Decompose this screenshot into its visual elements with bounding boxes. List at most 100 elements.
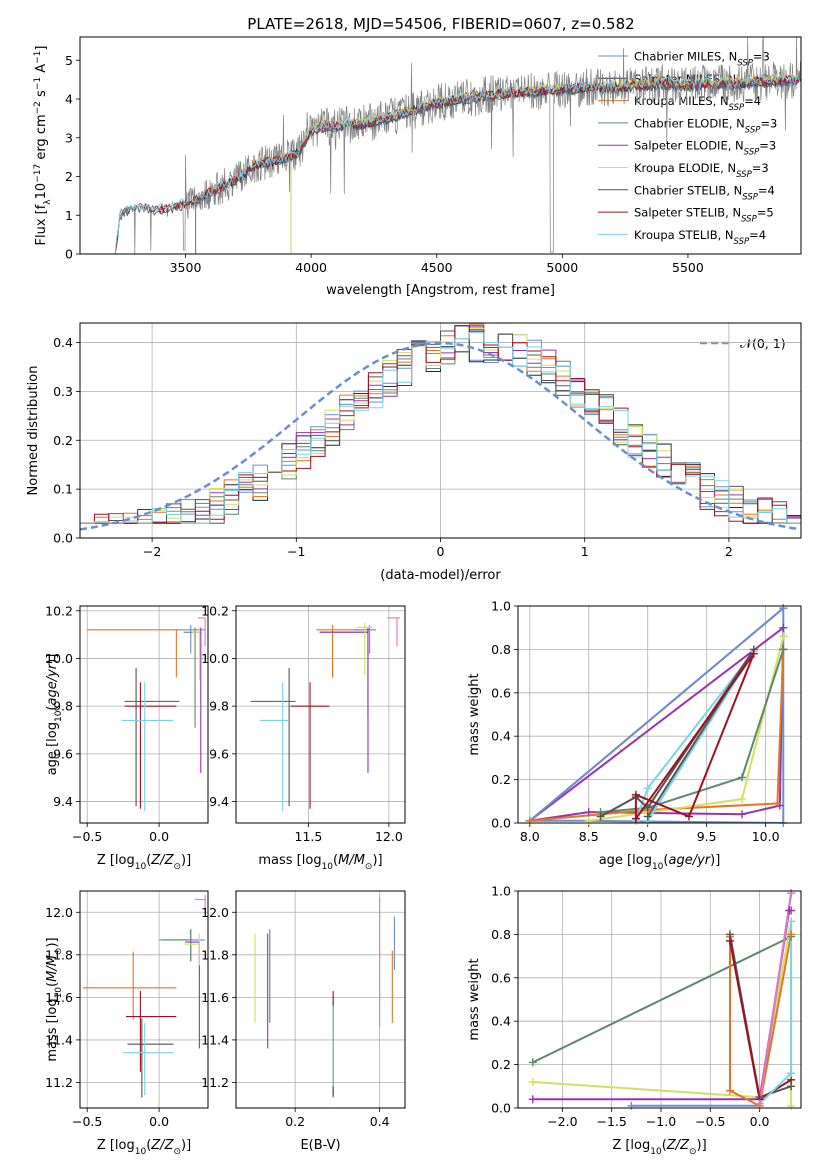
y-tick-label: 4 (65, 92, 73, 107)
weight-line (631, 893, 793, 1107)
panel-1-frame (79, 322, 802, 539)
label-part: age [log (45, 722, 60, 775)
label-part: age/yr (668, 853, 711, 868)
legend-subscript: SSP (729, 103, 745, 113)
legend-label: Kroupa ELODIE, NSSP=3 (634, 161, 769, 180)
legend-prefix: Salpeter ELODIE, N (634, 139, 744, 153)
label-part: A (34, 64, 49, 77)
label-part: )] (372, 853, 382, 868)
y-tick-label: 3 (65, 130, 73, 145)
label-part: Z/Z (150, 1138, 174, 1153)
legend-prefix: Chabrier MILES, N (634, 50, 737, 64)
y-tick-label: 5 (65, 53, 73, 68)
y-tick-label: 9.8 (53, 699, 73, 714)
y-tick-label: 1.0 (491, 599, 511, 614)
subscript: λ (43, 199, 53, 205)
legend-subscript: SSP (734, 237, 750, 247)
legend-suffix: =4 (744, 94, 761, 108)
label-part: age [log (599, 853, 652, 868)
superscript: −1 (33, 51, 43, 64)
weight-line (529, 607, 785, 823)
y-tick-label: 9.6 (53, 746, 73, 761)
weight-line (600, 649, 785, 814)
weight-line (532, 935, 792, 1064)
x-tick-label: 0.0 (750, 1114, 770, 1129)
x-tick-label: 3500 (170, 260, 202, 275)
weight-line (588, 636, 785, 822)
legend-subscript: SSP (741, 215, 757, 225)
legend-subscript: SSP (742, 192, 758, 202)
superscript: −1 (33, 77, 43, 90)
x-tick-label: 0.0 (149, 1114, 169, 1129)
label-part: )] (45, 937, 60, 947)
subscript: 10 (135, 1147, 147, 1157)
subscript: ⊙ (54, 948, 64, 956)
x-tick-label: −0.5 (72, 1114, 102, 1129)
weight-line (634, 650, 755, 822)
residual-legend: 𝒩(0, 1) (700, 336, 786, 351)
mass-weight-ylabel-4: mass weight (467, 673, 482, 755)
label-part: ( (146, 1138, 151, 1153)
y-tick-label: 0.1 (53, 482, 73, 497)
legend-prefix: Chabrier STELIB, N (634, 183, 742, 197)
x-tick-label: −1.5 (596, 1114, 626, 1129)
legend-suffix: =4 (758, 183, 775, 197)
panel-2-axes: −0.5 0.0 9.4 9.6 9.8 10.0 10.2 (45, 603, 208, 844)
x-tick-label: −2 (143, 544, 161, 559)
y-tick-label: 10.2 (45, 603, 73, 618)
residual-xlabel: (data-model)/error (380, 568, 501, 583)
y-tick-label: 1.0 (491, 884, 511, 899)
y-tick-label: 0.0 (491, 816, 511, 831)
legend-label: Kroupa MILES, NSSP=4 (634, 94, 761, 113)
label-part: Flux [f (34, 204, 49, 245)
residual-histogram (80, 332, 801, 524)
legend-label: Salpeter STELIB, NSSP=5 (634, 206, 774, 225)
weight-lines-7 (532, 893, 793, 1107)
y-tick-label: 9.4 (209, 794, 229, 809)
y-tick-label: 11.8 (45, 947, 73, 962)
y-tick-label: 10.0 (201, 651, 229, 666)
panel-4-frame (517, 605, 802, 824)
label-part: ( (663, 853, 668, 868)
errorbars-2 (87, 617, 206, 812)
x-tick-label: 12.0 (375, 829, 403, 844)
y-tick-label: 0.0 (53, 531, 73, 546)
subscript: 10 (54, 987, 64, 999)
x-tick-label: −2.0 (547, 1114, 577, 1129)
label-part: age/yr (45, 662, 60, 705)
residual-histogram (80, 325, 801, 524)
panel-5-axes: −0.5 0.0 11.2 11.4 11.6 11.8 12.0 (45, 891, 208, 1129)
y-tick-label: 2 (65, 169, 73, 184)
y-tick-label: 11.4 (201, 1032, 229, 1047)
label-part: Z [log (612, 1138, 650, 1153)
x-tick-label: 0 (437, 544, 445, 559)
weight-age-xlabel: age [log10(age/yr)] (599, 853, 721, 872)
label-part: mass [log (258, 853, 321, 868)
label-part: mass [log (45, 998, 60, 1061)
errorbars-6 (254, 897, 395, 1098)
x-tick-label: −1 (287, 544, 305, 559)
y-tick-label: 12.0 (45, 905, 73, 920)
x-tick-label: −0.5 (72, 829, 102, 844)
age-z-ylabel: age [log10(age/yr)] (45, 654, 64, 776)
weight-line (729, 934, 793, 1107)
label-part: s (34, 90, 49, 101)
legend-suffix: =4 (749, 228, 766, 242)
legend-suffix: =5 (757, 206, 774, 220)
y-tick-label: 10.0 (45, 651, 73, 666)
x-tick-label: 9.0 (638, 829, 658, 844)
x-tick-label: −0.5 (695, 1114, 725, 1129)
subscript: 10 (652, 862, 664, 872)
panel-5-frame (79, 890, 209, 1109)
panel-3-axes: 11.5 12.0 9.4 9.6 9.8 10.0 10.2 (201, 603, 405, 844)
y-tick-label: 0.0 (491, 1101, 511, 1116)
y-tick-label: 10.2 (201, 603, 229, 618)
legend-prefix: Salpeter STELIB, N (634, 206, 741, 220)
legend-label: Chabrier ELODIE, NSSP=3 (634, 116, 777, 135)
panel-0-frame (79, 36, 802, 255)
legend-label: Chabrier MILES, NSSP=3 (634, 50, 770, 69)
x-tick-label: 0.0 (149, 829, 169, 844)
label-part: )] (710, 853, 720, 868)
